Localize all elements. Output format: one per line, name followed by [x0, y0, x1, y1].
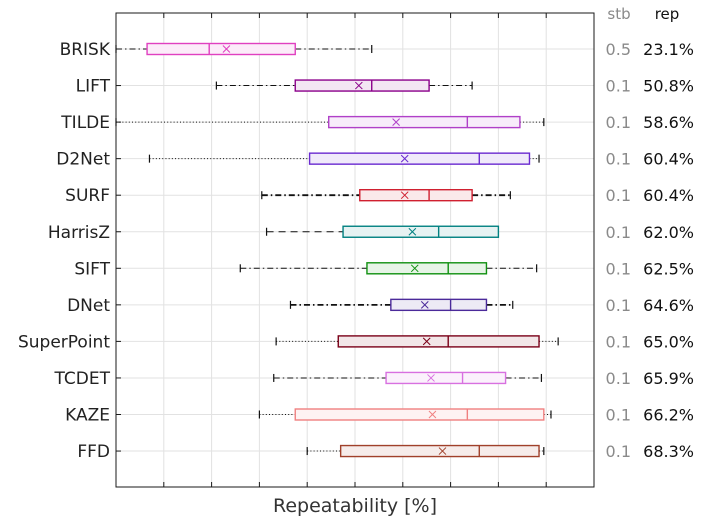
mean-marker: [222, 45, 231, 53]
box-superpoint: [275, 335, 559, 348]
box-kaze: [258, 408, 552, 421]
rep-value: 68.3%: [643, 442, 694, 461]
mean-marker: [408, 227, 417, 236]
box-iqr: [308, 152, 531, 165]
box-iqr: [146, 42, 296, 56]
category-label: TILDE: [60, 113, 110, 133]
x-axis-title: Repeatability [%]: [273, 495, 437, 517]
mean-marker: [420, 300, 429, 309]
rep-value: 66.2%: [643, 406, 694, 425]
box-iqr: [342, 225, 500, 238]
mean-marker: [438, 447, 447, 455]
rep-value: 62.0%: [643, 223, 694, 242]
category-label: SURF: [65, 186, 110, 206]
rep-column-header: rep: [655, 5, 680, 23]
box-iqr: [390, 298, 488, 312]
mean-marker: [354, 81, 363, 90]
mean-marker: [410, 264, 419, 273]
box-brisk: [115, 42, 373, 56]
rep-value: 65.9%: [643, 369, 694, 388]
mean-marker: [428, 410, 437, 419]
box-series: [115, 42, 559, 458]
category-label: LIFT: [76, 77, 111, 97]
category-label: TCDET: [54, 369, 111, 389]
category-label: FFD: [77, 442, 110, 462]
box-ffd: [306, 444, 545, 458]
box-surf: [261, 188, 511, 202]
mean-marker: [427, 374, 435, 382]
stb-value: 0.1: [606, 223, 631, 242]
stb-value: 0.1: [606, 296, 631, 315]
stb-value: 0.1: [606, 113, 631, 132]
rep-value: 58.6%: [643, 113, 694, 132]
box-iqr: [385, 371, 507, 385]
y-axis-labels: BRISK LIFT TILDE D2Net SURF HarrisZ SIFT DNet Su…: [18, 40, 111, 462]
stb-value: 0.1: [606, 77, 631, 96]
stb-value: 0.1: [606, 150, 631, 169]
stb-value: 0.1: [606, 186, 631, 205]
box-sift: [239, 262, 538, 275]
box-iqr: [366, 262, 488, 275]
box-iqr: [359, 188, 473, 202]
box-iqr: [328, 115, 521, 129]
stb-value: 0.1: [606, 332, 631, 351]
box-d2net: [148, 152, 540, 165]
stb-value: 0.1: [606, 369, 631, 388]
category-label: SuperPoint: [18, 332, 110, 352]
rep-value: 60.4%: [643, 150, 694, 169]
box-dnet: [289, 298, 514, 312]
mean-marker: [400, 154, 409, 163]
box-iqr: [294, 408, 545, 421]
category-label: DNet: [67, 296, 110, 316]
mean-marker: [392, 118, 400, 126]
rep-value: 62.5%: [643, 259, 694, 278]
box-iqr: [337, 335, 540, 348]
box-tcdet: [273, 371, 543, 385]
mean-marker: [400, 191, 409, 200]
category-label: HarrisZ: [48, 223, 110, 243]
rep-value: 65.0%: [643, 332, 694, 351]
mean-marker: [422, 337, 431, 346]
stats-columns: 0.5 23.1% 0.1 50.8% 0.1 58.6% 0.1 60.4% 0.1 60.4%…: [606, 40, 694, 461]
box-lift: [215, 79, 473, 92]
rep-value: 50.8%: [643, 77, 694, 96]
stb-value: 0.1: [606, 442, 631, 461]
stb-value: 0.5: [606, 40, 631, 59]
x-axis-ticks: [116, 13, 547, 487]
rep-value: 64.6%: [643, 296, 694, 315]
rep-value: 60.4%: [643, 186, 694, 205]
stb-value: 0.1: [606, 406, 631, 425]
category-label: D2Net: [56, 150, 110, 170]
box-tilde: [115, 115, 545, 129]
stb-column-header: stb: [607, 5, 630, 23]
stb-value: 0.1: [606, 259, 631, 278]
category-label: BRISK: [60, 40, 111, 60]
box-iqr: [339, 444, 540, 458]
category-label: KAZE: [65, 406, 110, 426]
category-label: SIFT: [74, 259, 110, 279]
box-harrisz: [265, 225, 500, 238]
rep-value: 23.1%: [643, 40, 694, 59]
box-iqr: [294, 79, 430, 92]
